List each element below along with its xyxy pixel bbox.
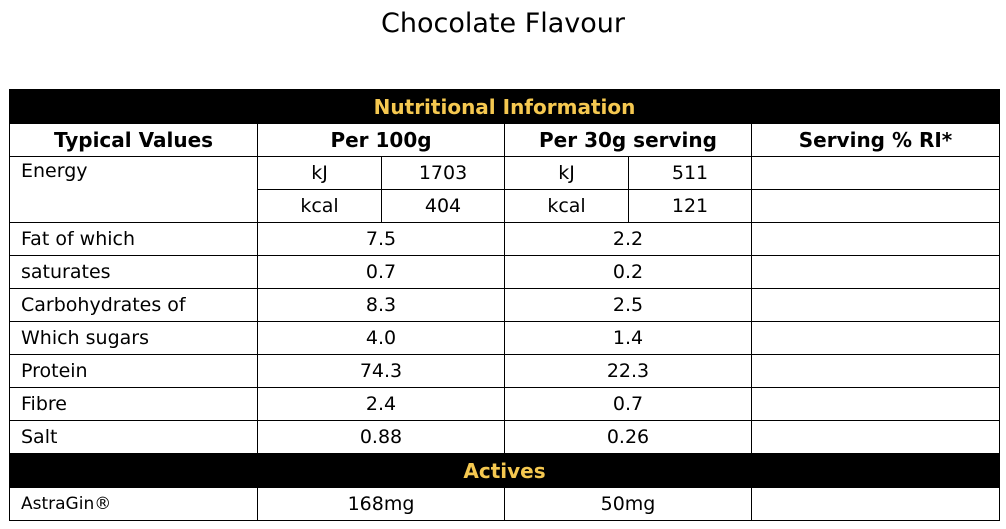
value-per100: 1703 bbox=[381, 156, 505, 190]
value-per100: 4.0 bbox=[257, 321, 505, 355]
value-ri bbox=[751, 354, 1000, 388]
row-label: Protein bbox=[9, 354, 258, 388]
value-per30: 511 bbox=[628, 156, 752, 190]
value-per30: 50mg bbox=[504, 487, 752, 521]
col-typical-values: Typical Values bbox=[9, 123, 258, 157]
row-label: Fibre bbox=[9, 387, 258, 421]
value-per30: 1.4 bbox=[504, 321, 752, 355]
value-per100: 0.88 bbox=[257, 420, 505, 454]
row-label: Energy bbox=[9, 156, 258, 223]
value-per100: 74.3 bbox=[257, 354, 505, 388]
col-per-30g: Per 30g serving bbox=[504, 123, 752, 157]
col-per-100g: Per 100g bbox=[257, 123, 505, 157]
value-per30: 121 bbox=[628, 189, 752, 223]
row-label: Carbohydrates of bbox=[9, 288, 258, 322]
value-ri bbox=[751, 189, 1000, 223]
table-header-band: Nutritional Information bbox=[9, 89, 1000, 124]
table-row: Fat of which 7.5 2.2 bbox=[9, 222, 1000, 256]
unit: kcal bbox=[504, 189, 629, 223]
row-label: saturates bbox=[9, 255, 258, 289]
value-per100: 168mg bbox=[257, 487, 505, 521]
actives-band: Actives bbox=[9, 453, 1000, 488]
table-row: Energy kJ 1703 kJ 511 bbox=[9, 156, 1000, 223]
column-headers: Typical Values Per 100g Per 30g serving … bbox=[9, 123, 1000, 157]
value-per30: 2.5 bbox=[504, 288, 752, 322]
table-row: Protein 74.3 22.3 bbox=[9, 354, 1000, 388]
value-ri bbox=[751, 487, 1000, 521]
page-title: Chocolate Flavour bbox=[381, 8, 625, 39]
value-per100: 0.7 bbox=[257, 255, 505, 289]
unit: kJ bbox=[504, 156, 629, 190]
actives-heading: Actives bbox=[9, 453, 1000, 488]
value-ri bbox=[751, 321, 1000, 355]
value-ri bbox=[751, 156, 1000, 190]
value-ri bbox=[751, 288, 1000, 322]
unit: kJ bbox=[257, 156, 382, 190]
row-label: Which sugars bbox=[9, 321, 258, 355]
row-label: Salt bbox=[9, 420, 258, 454]
value-ri bbox=[751, 222, 1000, 256]
value-per100: 2.4 bbox=[257, 387, 505, 421]
row-label: Fat of which bbox=[9, 222, 258, 256]
value-ri bbox=[751, 255, 1000, 289]
col-serving-ri: Serving % RI* bbox=[751, 123, 1000, 157]
value-per100: 404 bbox=[381, 189, 505, 223]
value-per30: 22.3 bbox=[504, 354, 752, 388]
value-per30: 0.26 bbox=[504, 420, 752, 454]
table-row: AstraGin® 168mg 50mg bbox=[9, 487, 1000, 521]
table-row: kcal 404 kcal 121 bbox=[10, 189, 1000, 223]
row-label: AstraGin® bbox=[9, 487, 258, 521]
value-per100: 8.3 bbox=[257, 288, 505, 322]
unit: kcal bbox=[257, 189, 382, 223]
nutrition-table: Nutritional Information Typical Values P… bbox=[9, 89, 1000, 521]
nutritional-information-heading: Nutritional Information bbox=[9, 89, 1000, 124]
table-row: Salt 0.88 0.26 bbox=[9, 420, 1000, 454]
value-per30: 2.2 bbox=[504, 222, 752, 256]
table-row: Carbohydrates of 8.3 2.5 bbox=[9, 288, 1000, 322]
table-row: Which sugars 4.0 1.4 bbox=[9, 321, 1000, 355]
table-row: Fibre 2.4 0.7 bbox=[9, 387, 1000, 421]
value-ri bbox=[751, 420, 1000, 454]
value-per30: 0.2 bbox=[504, 255, 752, 289]
value-per30: 0.7 bbox=[504, 387, 752, 421]
value-ri bbox=[751, 387, 1000, 421]
table-row: saturates 0.7 0.2 bbox=[9, 255, 1000, 289]
value-per100: 7.5 bbox=[257, 222, 505, 256]
